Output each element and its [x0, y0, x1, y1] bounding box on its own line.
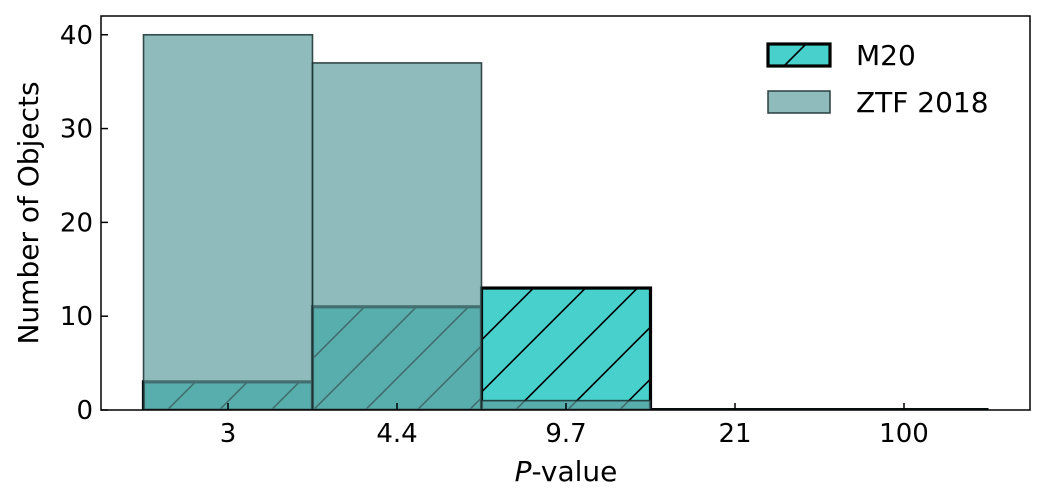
- x-axis-title-rest: -value: [532, 455, 618, 488]
- legend-swatch: [767, 90, 831, 114]
- x-tick-label: 4.4: [376, 419, 417, 449]
- y-axis: 0 10 20 30 40: [60, 21, 108, 426]
- x-tick-label: 21: [718, 419, 751, 449]
- bar-fill: [142, 33, 314, 410]
- x-tick-label: 9.7: [545, 419, 586, 449]
- legend-item-ztf-2018: ZTF 2018: [767, 86, 989, 119]
- y-tick-label: 20: [60, 208, 93, 238]
- x-axis-title: P-value: [515, 455, 618, 488]
- hatch-line: [480, 287, 587, 393]
- bar-ztf-2018-4-4: [311, 62, 483, 410]
- x-axis: 3 4.4 9.7 21 100: [220, 403, 929, 449]
- x-tick-label: 3: [220, 419, 237, 449]
- y-tick-label: 10: [60, 302, 93, 332]
- legend-swatch: [768, 44, 830, 66]
- legend-label: M20: [856, 39, 916, 72]
- legend-hatch-line: [783, 43, 807, 67]
- legend: M20 ZTF 2018: [766, 39, 989, 119]
- y-tick-label: 40: [60, 21, 93, 51]
- x-axis-title-italic: P: [515, 455, 532, 488]
- bar-fill: [311, 62, 483, 410]
- legend-swatch-outline: [766, 42, 832, 68]
- hatch-line: [566, 326, 652, 410]
- bars-layer: [141, 33, 989, 410]
- bar-ztf-2018-3: [142, 33, 314, 410]
- bar-m20-9-7: [479, 286, 653, 410]
- hatch-line: [480, 287, 535, 341]
- y-tick-label: 0: [76, 396, 93, 426]
- legend-item-m20: M20: [766, 39, 916, 72]
- bar-fill: [481, 288, 651, 410]
- legend-label: ZTF 2018: [856, 86, 989, 119]
- y-tick-label: 30: [60, 115, 93, 145]
- hatch-line: [514, 287, 639, 410]
- y-axis-title: Number of Objects: [12, 81, 45, 344]
- x-tick-label: 100: [879, 419, 929, 449]
